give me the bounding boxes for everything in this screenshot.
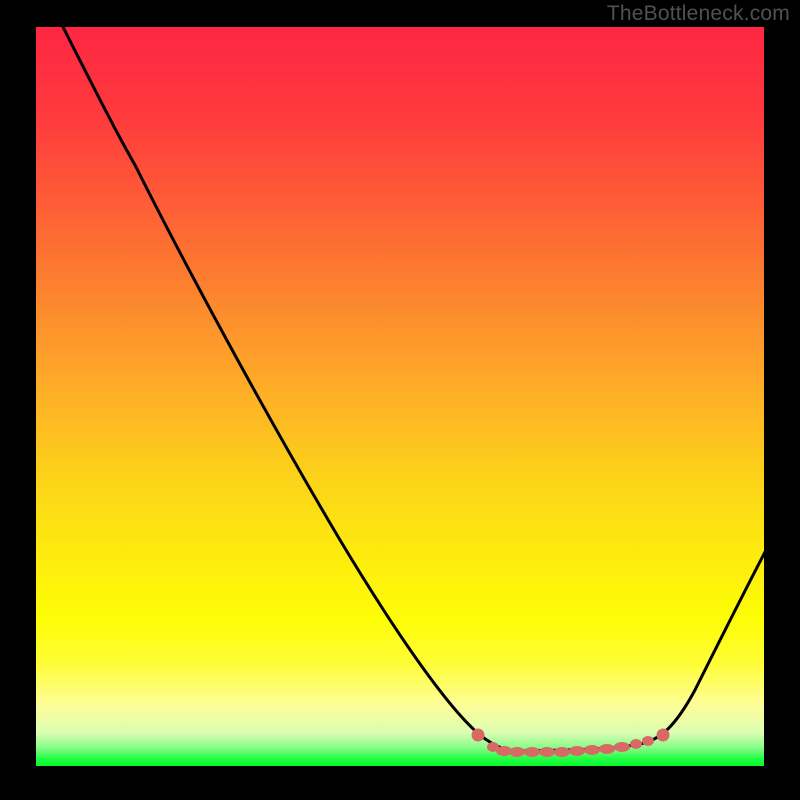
curve-marker — [569, 746, 585, 756]
attribution-text: TheBottleneck.com — [607, 2, 790, 26]
chart-plot-area — [36, 27, 764, 766]
curve-marker — [630, 739, 642, 749]
curve-marker — [524, 747, 540, 757]
curve-marker — [657, 729, 670, 742]
curve-marker — [599, 744, 615, 754]
curve-marker — [642, 736, 654, 746]
curve-marker — [509, 747, 525, 757]
curve-marker — [539, 747, 555, 757]
curve-marker — [614, 742, 630, 752]
curve-marker — [472, 729, 485, 742]
bottleneck-curve-chart — [0, 0, 800, 800]
chart-container: TheBottleneck.com — [0, 0, 800, 800]
curve-marker — [554, 747, 570, 757]
curve-marker — [584, 745, 600, 755]
